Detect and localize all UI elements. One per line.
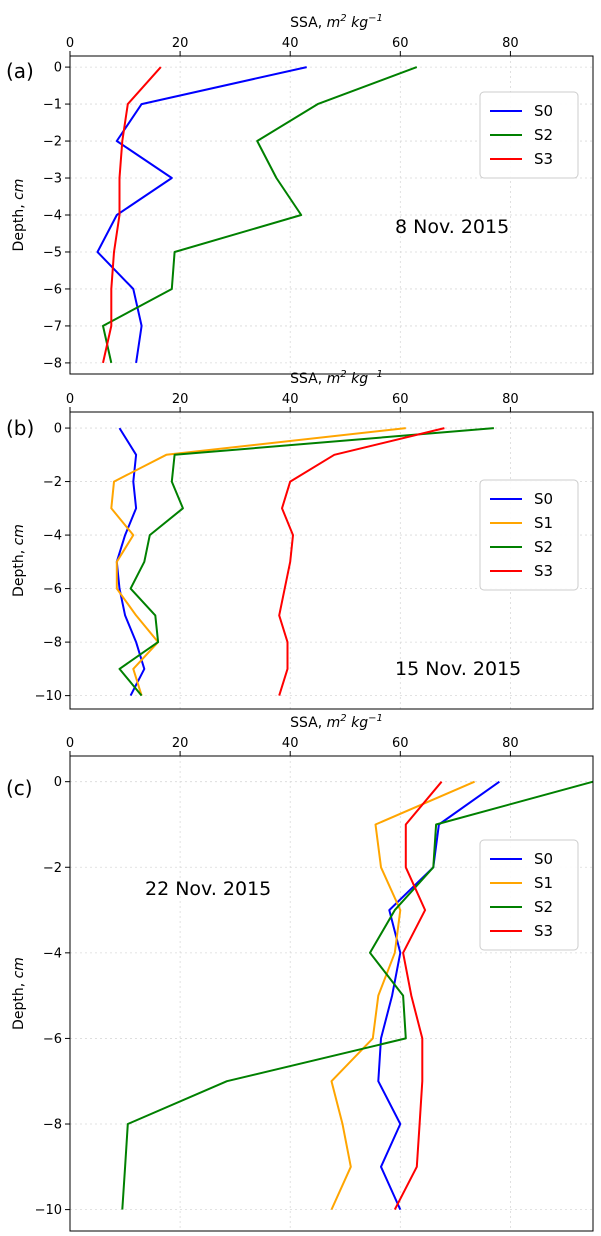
legend-label-s3: S3	[534, 922, 553, 940]
legend-label-s1: S1	[534, 514, 553, 532]
y-axis-title: Depth, cm	[11, 524, 27, 597]
x-tick-label: 0	[66, 736, 74, 751]
legend: S0 S2 S3	[479, 91, 579, 179]
x-tick-label: 40	[282, 392, 299, 407]
y-tick-label: −4	[43, 209, 62, 224]
y-tick-label: −1	[43, 98, 62, 113]
series-line-s2	[121, 780, 594, 1210]
legend-label-s2: S2	[534, 538, 553, 556]
x-tick-label: 80	[502, 36, 519, 51]
legend-label-s1: S1	[534, 874, 553, 892]
legend-label-s0: S0	[534, 490, 553, 508]
y-tick-label: −6	[43, 1032, 62, 1047]
series-line-s3	[278, 427, 445, 696]
legend-label-s3: S3	[534, 150, 553, 168]
legend-label-s0: S0	[534, 850, 553, 868]
x-tick-label: 20	[172, 392, 189, 407]
y-tick-label: 0	[54, 422, 62, 437]
legend-box	[479, 839, 579, 951]
x-axis-title: SSA, m2 kg−1	[290, 713, 383, 731]
series-line-s0	[96, 66, 307, 364]
series-line-s2	[102, 66, 418, 364]
x-tick-label: 60	[392, 736, 409, 751]
series-line-s3	[102, 66, 162, 364]
legend-label-s0: S0	[534, 102, 553, 120]
x-tick-label: 40	[282, 36, 299, 51]
y-tick-label: −4	[43, 946, 62, 961]
x-axis-title: SSA, m2 kg−1	[290, 369, 383, 387]
x-tick-label: 0	[66, 36, 74, 51]
x-tick-label: 20	[172, 36, 189, 51]
panel-label: (c)	[6, 776, 33, 800]
panel-a: 0 20 40 60 80 0 −1 −2 −3 −4 −5 −6 −7 −8 SSA, m2 kg−1 De…	[6, 13, 594, 375]
date-annotation: 15 Nov. 2015	[395, 658, 521, 680]
y-axis-title: Depth, cm	[11, 957, 27, 1030]
series-line-s1	[330, 780, 475, 1211]
y-tick-label: −3	[43, 172, 62, 187]
y-tick-label: −2	[43, 135, 62, 150]
legend: S0 S1 S2 S3	[479, 839, 579, 951]
x-tick-label: 0	[66, 392, 74, 407]
date-annotation: 8 Nov. 2015	[395, 216, 509, 238]
x-tick-label: 60	[392, 392, 409, 407]
y-axis-title: Depth, cm	[11, 179, 27, 252]
legend-label-s3: S3	[534, 562, 553, 580]
y-tick-label: −5	[43, 245, 62, 260]
y-tick-label: −8	[43, 636, 62, 651]
panel-label: (b)	[6, 416, 34, 440]
series-line-s2	[118, 427, 494, 697]
panel-b: 0 20 40 60 80 0 −2 −4 −6 −8 −10 SSA, m2 kg−1 Depth, …	[6, 369, 594, 710]
plot-frame	[69, 755, 594, 1232]
legend: S0 S1 S2 S3	[479, 479, 579, 591]
y-tick-label: −2	[43, 475, 62, 490]
legend-box	[479, 479, 579, 591]
y-tick-label: −4	[43, 529, 62, 544]
plot-frame	[69, 411, 594, 710]
x-tick-label: 80	[502, 392, 519, 407]
y-tick-label: −2	[43, 861, 62, 876]
x-tick-label: 60	[392, 36, 409, 51]
y-tick-label: 0	[54, 61, 62, 76]
series-line-s1	[110, 427, 406, 696]
y-tick-label: −8	[43, 1118, 62, 1133]
panel-c: 0 20 40 60 80 0 −2 −4 −6 −8 −10 SSA, m2 kg−1 Depth, …	[6, 713, 594, 1232]
x-tick-label: 40	[282, 736, 299, 751]
legend-label-s2: S2	[534, 126, 553, 144]
panel-label: (a)	[6, 59, 34, 83]
y-tick-label: 0	[54, 775, 62, 790]
y-tick-label: −6	[43, 582, 62, 597]
x-axis-title: SSA, m2 kg−1	[290, 13, 383, 31]
y-tick-label: −10	[35, 1203, 62, 1218]
y-tick-label: −6	[43, 282, 62, 297]
date-annotation: 22 Nov. 2015	[145, 878, 271, 900]
y-tick-label: −10	[35, 689, 62, 704]
y-tick-label: −7	[43, 319, 62, 334]
legend-label-s2: S2	[534, 898, 553, 916]
x-tick-label: 80	[502, 736, 519, 751]
y-tick-label: −8	[43, 356, 62, 371]
x-tick-label: 20	[172, 736, 189, 751]
legend-box	[479, 91, 579, 179]
series-line-s3	[393, 781, 443, 1211]
